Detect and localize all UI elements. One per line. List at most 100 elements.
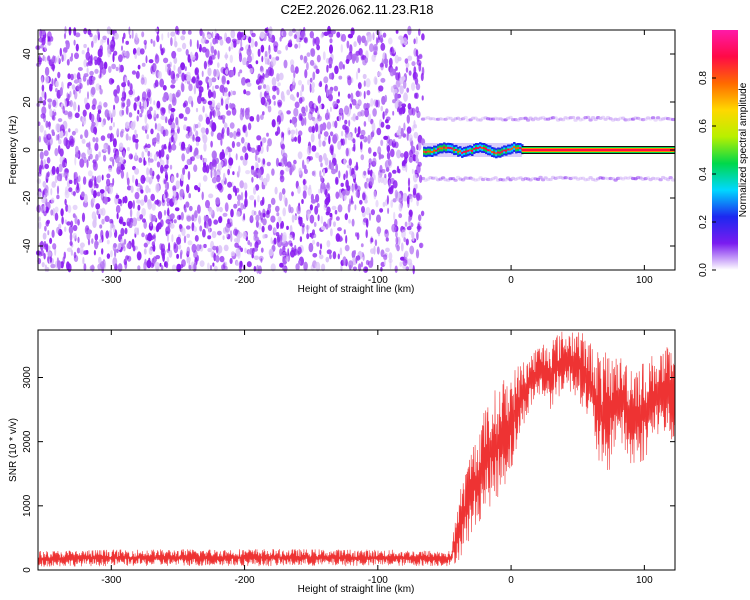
heatmap-noise-cell (163, 193, 166, 201)
heatmap-noise-cell (159, 262, 162, 267)
heatmap-noise-cell (44, 56, 47, 63)
heatmap-noise-cell (124, 76, 128, 83)
heatmap-noise-cell (406, 126, 412, 134)
heatmap-sideband-cell (623, 176, 628, 180)
heatmap-noise-cell (363, 80, 366, 87)
heatmap-noise-cell (106, 253, 111, 259)
heatmap-noise-cell (238, 52, 243, 63)
heatmap-noise-cell (415, 83, 421, 91)
heatmap-noise-cell (314, 65, 318, 70)
heatmap-noise-cell (71, 130, 76, 136)
heatmap-noise-cell (72, 224, 78, 232)
heatmap-noise-cell (130, 154, 133, 160)
heatmap-noise-cell (65, 130, 68, 137)
heatmap-noise-cell (239, 69, 243, 74)
snr-y-label: SNR (10 * v/v) (8, 418, 19, 482)
heatmap-noise-cell (208, 218, 212, 227)
heatmap-noise-cell (398, 202, 403, 212)
heatmap-noise-cell (198, 215, 202, 225)
heatmap-noise-cell (55, 123, 60, 132)
heatmap-noise-cell (379, 62, 384, 68)
heatmap-noise-cell (276, 212, 280, 217)
heatmap-noise-cell (394, 54, 399, 64)
heatmap-noise-cell (398, 125, 402, 134)
heatmap-noise-cell (47, 121, 51, 128)
heatmap-noise-cell (293, 107, 299, 117)
heatmap-noise-cell (205, 164, 210, 174)
heatmap-noise-cell (146, 134, 149, 140)
heatmap-noise-cell (222, 212, 228, 217)
heatmap-sideband-cell (565, 117, 571, 121)
heatmap-noise-cell (213, 49, 217, 56)
heatmap-noise-cell (246, 82, 252, 87)
heatmap-noise-cell (188, 193, 191, 199)
heatmap-noise-cell (54, 212, 59, 221)
heatmap-noise-cell (83, 59, 88, 68)
heatmap-noise-cell (44, 264, 48, 272)
heatmap-noise-cell (257, 195, 260, 203)
heatmap-noise-cell (265, 84, 270, 94)
heatmap-line-cell (431, 151, 434, 153)
heatmap-noise-cell (307, 79, 310, 86)
heatmap-noise-cell (303, 168, 308, 174)
heatmap-noise-cell (247, 122, 252, 131)
heatmap-noise-cell (41, 37, 46, 42)
heatmap-line-cell (425, 151, 428, 154)
heatmap-noise-cell (389, 67, 395, 77)
heatmap-noise-cell (266, 95, 271, 100)
heatmap-noise-cell (81, 116, 87, 126)
heatmap-noise-cell (358, 37, 362, 46)
heatmap-noise-cell (286, 110, 291, 115)
heatmap-noise-cell (75, 145, 79, 155)
heatmap-noise-cell (173, 242, 177, 249)
heatmap-noise-cell (403, 122, 406, 131)
heatmap-noise-cell (45, 120, 49, 128)
heatmap-noise-cell (244, 111, 250, 120)
heatmap-noise-cell (228, 46, 231, 52)
heatmap-noise-cell (251, 32, 256, 38)
heatmap-noise-cell (266, 173, 270, 183)
heatmap-noise-cell (398, 108, 403, 115)
heatmap-noise-cell (408, 221, 412, 226)
heatmap-noise-cell (247, 240, 251, 246)
heatmap-sideband-cell (440, 117, 446, 121)
heatmap-line-cell (469, 149, 472, 152)
heatmap-noise-cell (329, 131, 334, 137)
heatmap-noise-cell (166, 197, 171, 203)
heatmap-noise-cell (382, 201, 386, 208)
heatmap-noise-cell (181, 30, 186, 35)
heatmap-noise-cell (415, 49, 419, 57)
heatmap-sideband-cell (653, 118, 658, 122)
heatmap-noise-cell (273, 227, 277, 233)
heatmap-noise-cell (373, 245, 376, 255)
heatmap-noise-cell (191, 222, 195, 232)
heatmap-noise-cell (131, 29, 134, 39)
heatmap-noise-cell (91, 40, 94, 48)
heatmap-noise-cell (46, 201, 51, 211)
heatmap-noise-cell (117, 263, 123, 272)
heatmap-noise-cell (178, 215, 181, 220)
heatmap-sideband-cell (540, 115, 546, 120)
heatmap-noise-cell (355, 50, 361, 56)
heatmap-noise-cell (323, 76, 329, 84)
heatmap-noise-cell (379, 208, 384, 213)
heatmap-noise-cell (159, 43, 162, 52)
heatmap-noise-cell (270, 215, 276, 223)
heatmap-noise-cell (121, 242, 125, 249)
heatmap-noise-cell (227, 193, 232, 200)
heatmap-noise-cell (96, 209, 99, 216)
heatmap-noise-cell (416, 193, 420, 201)
heatmap-noise-cell (323, 131, 329, 137)
heatmap-noise-cell (83, 263, 87, 271)
heatmap-noise-cell (362, 192, 366, 201)
heatmap-sideband-cell (593, 178, 598, 182)
heatmap-noise-cell (397, 56, 402, 62)
heatmap-line-cell (495, 152, 498, 155)
heatmap-noise-cell (360, 129, 366, 137)
heatmap-noise-cell (82, 256, 85, 265)
heatmap-line-cell (497, 151, 500, 154)
heatmap-noise-cell (166, 201, 170, 207)
heatmap-noise-cell (394, 189, 398, 199)
heatmap-noise-cell (124, 227, 128, 235)
heatmap-noise-cell (137, 109, 140, 115)
